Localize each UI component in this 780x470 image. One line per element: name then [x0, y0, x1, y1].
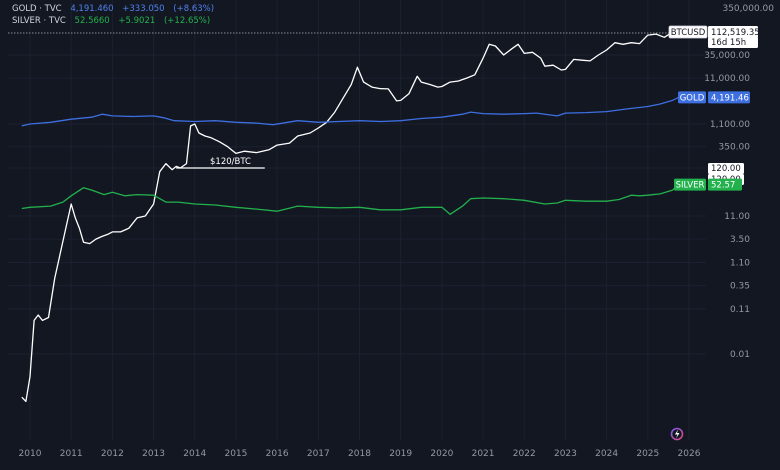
- x-tick-label: 2025: [636, 449, 659, 459]
- btc-price-badge-text: 112,519.35: [711, 28, 760, 38]
- silver-legend-name: SILVER · TVC: [12, 16, 66, 26]
- gold-legend-change-pct: (+8.63%): [173, 4, 215, 14]
- tradingview-logo-icon[interactable]: [668, 426, 686, 442]
- gold-price-badge-box: [708, 91, 750, 104]
- y-tick-label: 0.11: [730, 305, 750, 315]
- y-tick-label: 11.00: [724, 212, 750, 222]
- series-line-silver[interactable]: [21, 184, 680, 215]
- x-tick-label: 2017: [307, 449, 330, 459]
- btc-name-badge-text: BTCUSD: [671, 28, 706, 38]
- x-axis: 2010 2011 2012 2013 2014 2015 2016 2017 2018 2019…: [19, 449, 701, 459]
- y-tick-label: 350,000.00: [722, 4, 774, 14]
- gold-name-badge-box: [678, 91, 706, 104]
- silver-price-badge-box: [708, 178, 742, 191]
- x-tick-label: 2011: [60, 449, 83, 459]
- x-tick-label: 2012: [101, 449, 124, 459]
- series-line-btcusd[interactable]: [21, 31, 679, 403]
- x-tick-label: 2019: [389, 449, 412, 459]
- silver-name-badge: SILVER: [674, 178, 706, 191]
- x-tick-label: 2010: [19, 449, 42, 459]
- y-tick-label: 11,000.00: [704, 74, 750, 84]
- annotation-label: $120/BTC: [210, 157, 251, 167]
- silver-name-badge-text: SILVER: [676, 181, 705, 191]
- silver-price-badge-text: 52.57: [711, 181, 735, 191]
- y-tick-label: 35,000.00: [704, 51, 750, 61]
- x-tick-label: 2026: [678, 449, 701, 459]
- gold-legend-value: 4,191.460: [70, 4, 114, 14]
- y-tick-label: 1,100.00: [710, 120, 750, 130]
- gold-name-badge: GOLD: [678, 91, 706, 104]
- btc-name-badge-box: [668, 25, 708, 39]
- x-tick-label: 2024: [595, 449, 618, 459]
- grid: [8, 0, 706, 440]
- x-tick-label: 2016: [266, 449, 289, 459]
- level-badge-a-box: [708, 163, 744, 174]
- series-line-gold[interactable]: [21, 96, 679, 127]
- y-axis: 350,000.00 35,000.00 11,000.00 1,100.00 350.…: [704, 4, 774, 360]
- y-tick-label: 350.00: [719, 143, 751, 153]
- x-tick-label: 2013: [142, 449, 165, 459]
- btc-countdown-badge-box: [708, 37, 758, 48]
- y-tick-label: 3.50: [730, 235, 750, 245]
- x-tick-label: 2015: [224, 449, 247, 459]
- gold-legend-name: GOLD · TVC: [12, 4, 62, 14]
- series-lines: [21, 31, 680, 403]
- y-tick-label: 0.35: [730, 282, 750, 292]
- btc-name-badge: BTCUSD: [668, 25, 708, 39]
- x-tick-label: 2022: [513, 449, 536, 459]
- silver-legend-value: 52.5660: [74, 16, 110, 26]
- gold-price-badge-text: 4,191.46: [711, 93, 749, 103]
- silver-name-badge-box: [674, 178, 706, 191]
- silver-price-badge: 52.57: [708, 178, 742, 191]
- x-tick-label: 2014: [183, 449, 206, 459]
- gold-legend-change: +333.050: [122, 4, 165, 14]
- x-tick-label: 2021: [472, 449, 495, 459]
- gold-legend[interactable]: GOLD · TVC 4,191.460 +333.050 (+8.63%): [12, 4, 220, 14]
- gold-name-badge-text: GOLD: [680, 93, 705, 103]
- btc-countdown-badge-text: 16d 15h: [711, 38, 746, 48]
- silver-legend-change-pct: (+12.65%): [163, 16, 211, 26]
- level-badge-a-text: 120.00: [711, 164, 741, 174]
- btc-price-badge-box: [708, 26, 758, 38]
- silver-legend[interactable]: SILVER · TVC 52.5660 +5.9021 (+12.65%): [12, 16, 216, 26]
- annotation-120-btc: $120/BTC: [176, 157, 265, 169]
- btc-price-badge: 112,519.35: [708, 26, 760, 38]
- x-tick-label: 2018: [348, 449, 371, 459]
- y-tick-label: 0.01: [730, 350, 750, 360]
- x-tick-label: 2020: [430, 449, 453, 459]
- gold-price-badge: 4,191.46: [708, 91, 750, 104]
- y-tick-label: 1.10: [730, 259, 750, 269]
- silver-legend-change: +5.9021: [118, 16, 156, 26]
- btc-countdown-badge: 16d 15h: [708, 37, 758, 48]
- x-tick-label: 2023: [554, 449, 577, 459]
- level-badge-a: 120.00: [708, 163, 744, 174]
